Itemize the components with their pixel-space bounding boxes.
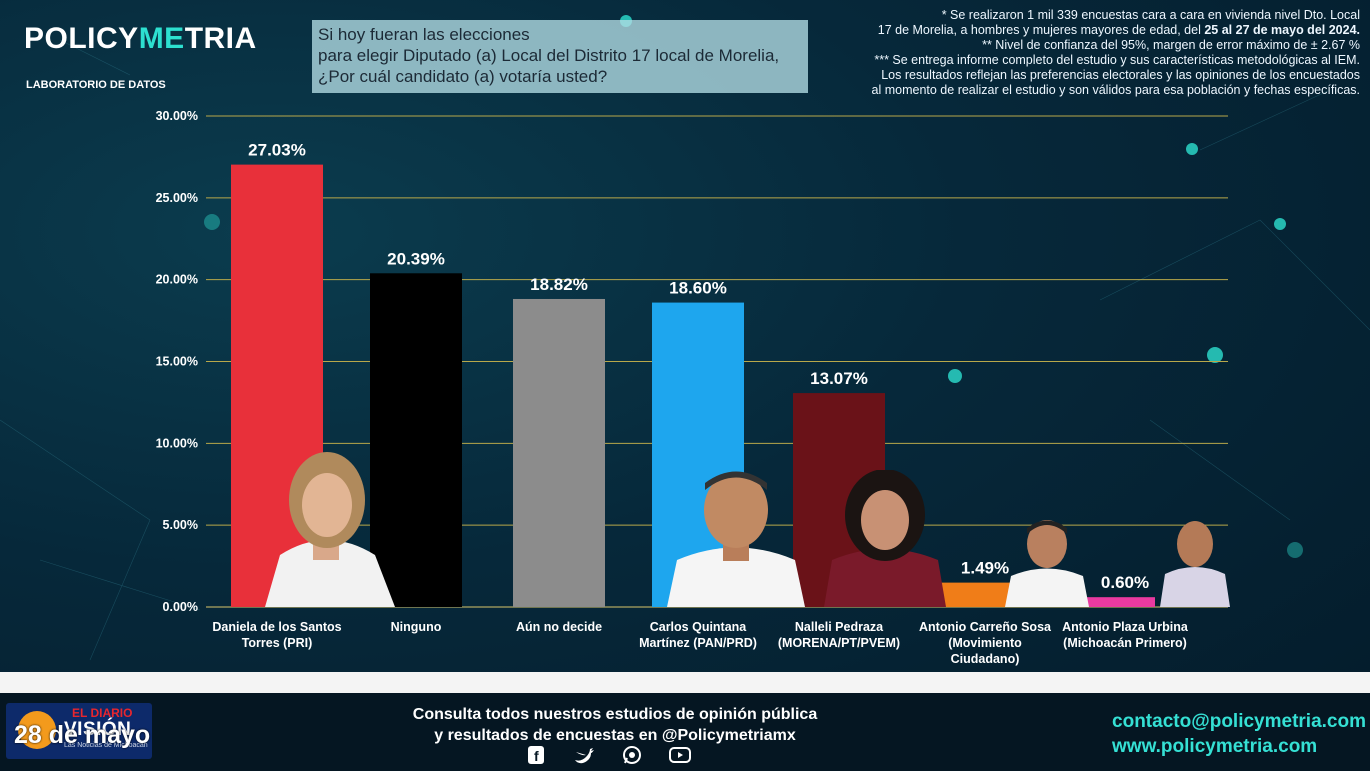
- social-icons: f: [525, 744, 691, 766]
- el-diario-vision-badge: EL DIARIO VISIÓN Las Noticias de Michoac…: [6, 703, 152, 759]
- category-label: Martínez (PAN/PRD): [639, 636, 757, 650]
- publication-date: 28 de mayo: [14, 721, 151, 749]
- data-label: 18.60%: [669, 279, 727, 298]
- data-label: 20.39%: [387, 249, 445, 268]
- contact-email[interactable]: contacto@policymetria.com: [1112, 711, 1366, 732]
- candidate-photo-nalleli: [824, 470, 946, 607]
- note-3b: Los resultados reflejan las preferencias…: [881, 68, 1360, 82]
- facebook-icon[interactable]: f: [525, 744, 547, 766]
- cta-line-1: Consulta todos nuestros estudios de opin…: [412, 706, 818, 723]
- note-2: ** Nivel de confianza del 95%, margen de…: [982, 38, 1360, 52]
- bar: [941, 582, 1015, 607]
- category-label: (Michoacán Primero): [1063, 636, 1187, 650]
- data-label: 0.60%: [1101, 573, 1149, 592]
- bar: [513, 298, 605, 607]
- contact-info: contacto@policymetria.com www.policymetr…: [1112, 709, 1366, 759]
- category-label: (MORENA/PT/PVEM): [778, 636, 900, 650]
- category-label: (Movimiento: [948, 636, 1022, 650]
- y-tick-label: 0.00%: [163, 600, 198, 614]
- logo-tagline: LABORATORIO DE DATOS: [26, 79, 166, 91]
- note-3c: al momento de realizar el estudio y son …: [871, 83, 1360, 97]
- question-line-2: para elegir Diputado (a) Local del Distr…: [318, 46, 780, 65]
- y-tick-label: 30.00%: [156, 109, 198, 123]
- bar: [1081, 597, 1155, 607]
- footer-divider: [0, 672, 1370, 693]
- whatsapp-icon[interactable]: [621, 744, 643, 766]
- category-label: Aún no decide: [516, 620, 602, 634]
- note-1a: * Se realizaron 1 mil 339 encuestas cara…: [941, 8, 1360, 22]
- badge-line-1: EL DIARIO: [72, 706, 133, 720]
- y-tick-label: 25.00%: [156, 191, 198, 205]
- note-1b: 17 de Morelia, a hombres y mujeres mayor…: [877, 23, 1201, 37]
- category-label: Ciudadano): [951, 652, 1020, 666]
- cta-line-2: y resultados de encuestas en @Policymetr…: [434, 727, 796, 744]
- badge-line-2: VISIÓN: [64, 719, 132, 740]
- methodology-notes: * Se realizaron 1 mil 339 encuestas cara…: [820, 8, 1360, 98]
- svg-text:f: f: [534, 748, 539, 764]
- badge-circle-logo: [18, 711, 56, 749]
- data-label: 1.49%: [961, 559, 1009, 578]
- category-label: Daniela de los Santos: [212, 620, 341, 634]
- category-label: Ninguno: [391, 620, 442, 634]
- y-tick-label: 15.00%: [156, 355, 198, 369]
- data-label: 27.03%: [248, 141, 306, 160]
- policymetria-logo: POLICYMETRIA: [24, 22, 257, 56]
- badge-line-3: Las Noticias de Michoacán: [64, 742, 148, 749]
- question-line-3: ¿Por cuál candidato (a) votaría usted?: [318, 67, 608, 86]
- category-label: Nalleli Pedraza: [795, 620, 884, 634]
- note-1-dates: 25 al 27 de mayo del 2024.: [1204, 23, 1360, 37]
- contact-website[interactable]: www.policymetria.com: [1112, 736, 1318, 757]
- survey-question: Si hoy fueran las elecciones para elegir…: [312, 20, 808, 93]
- question-line-1: Si hoy fueran las elecciones: [318, 25, 530, 44]
- footer: [0, 693, 1370, 771]
- logo-text-right: TRIA: [184, 22, 257, 55]
- data-label: 18.82%: [530, 275, 588, 294]
- y-tick-label: 20.00%: [156, 273, 198, 287]
- y-tick-label: 10.00%: [156, 436, 198, 450]
- candidate-photo-daniela: [255, 445, 400, 607]
- candidate-photo-antonio-carreno: [1005, 516, 1089, 607]
- candidate-photo-antonio-plaza: [1160, 516, 1230, 607]
- youtube-icon[interactable]: [669, 744, 691, 766]
- logo-text-left: POLICY: [24, 22, 139, 55]
- category-label: Antonio Plaza Urbina: [1062, 620, 1189, 634]
- footer-call-to-action: Consulta todos nuestros estudios de opin…: [370, 704, 860, 746]
- note-3a: *** Se entrega informe completo del estu…: [874, 53, 1360, 67]
- logo-text-accent: ME: [138, 22, 185, 55]
- candidate-photo-carlos: [667, 465, 805, 607]
- bar: [370, 273, 462, 607]
- y-tick-label: 5.00%: [163, 518, 198, 532]
- data-label: 13.07%: [810, 369, 868, 388]
- category-label: Torres (PRI): [242, 636, 313, 650]
- twitter-icon[interactable]: [573, 744, 595, 766]
- category-label: Carlos Quintana: [650, 620, 748, 634]
- category-label: Antonio Carreño Sosa: [919, 620, 1052, 634]
